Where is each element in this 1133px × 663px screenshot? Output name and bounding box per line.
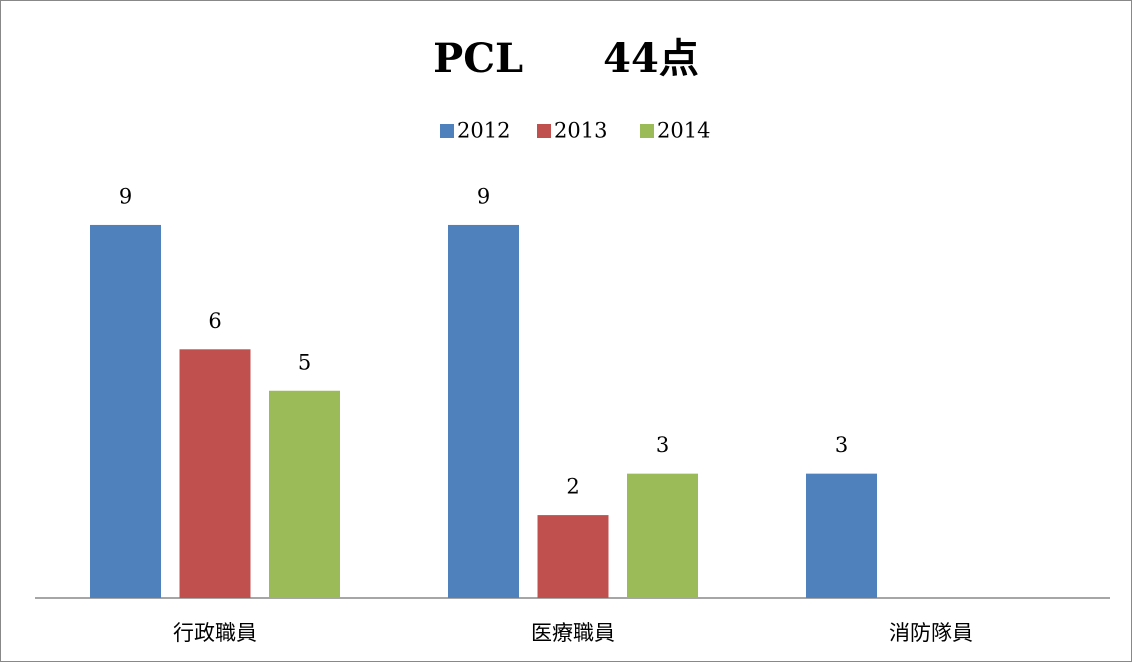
data-label: 3 [835, 433, 848, 457]
data-label: 6 [208, 309, 221, 333]
bar [627, 473, 698, 598]
bar [90, 224, 161, 598]
x-tick-label: 消防隊員 [889, 621, 973, 645]
chart-title: PCL 44点 [433, 35, 699, 82]
legend-swatch [640, 124, 654, 138]
bar [806, 473, 877, 598]
legend-swatch [537, 124, 551, 138]
bar [537, 515, 609, 598]
legend-label: 2013 [554, 119, 607, 143]
data-label: 2 [566, 475, 579, 499]
data-label: 9 [119, 184, 132, 208]
data-label: 3 [656, 433, 669, 457]
bar [179, 349, 251, 598]
legend-label: 2014 [657, 119, 710, 143]
x-tick-label: 医療職員 [531, 621, 615, 645]
data-label: 5 [298, 350, 311, 374]
x-tick-label: 行政職員 [173, 621, 257, 645]
bar [269, 390, 340, 598]
legend-label: 2012 [457, 119, 510, 143]
bar [448, 224, 519, 598]
legend-swatch [440, 124, 454, 138]
data-label: 9 [477, 184, 490, 208]
